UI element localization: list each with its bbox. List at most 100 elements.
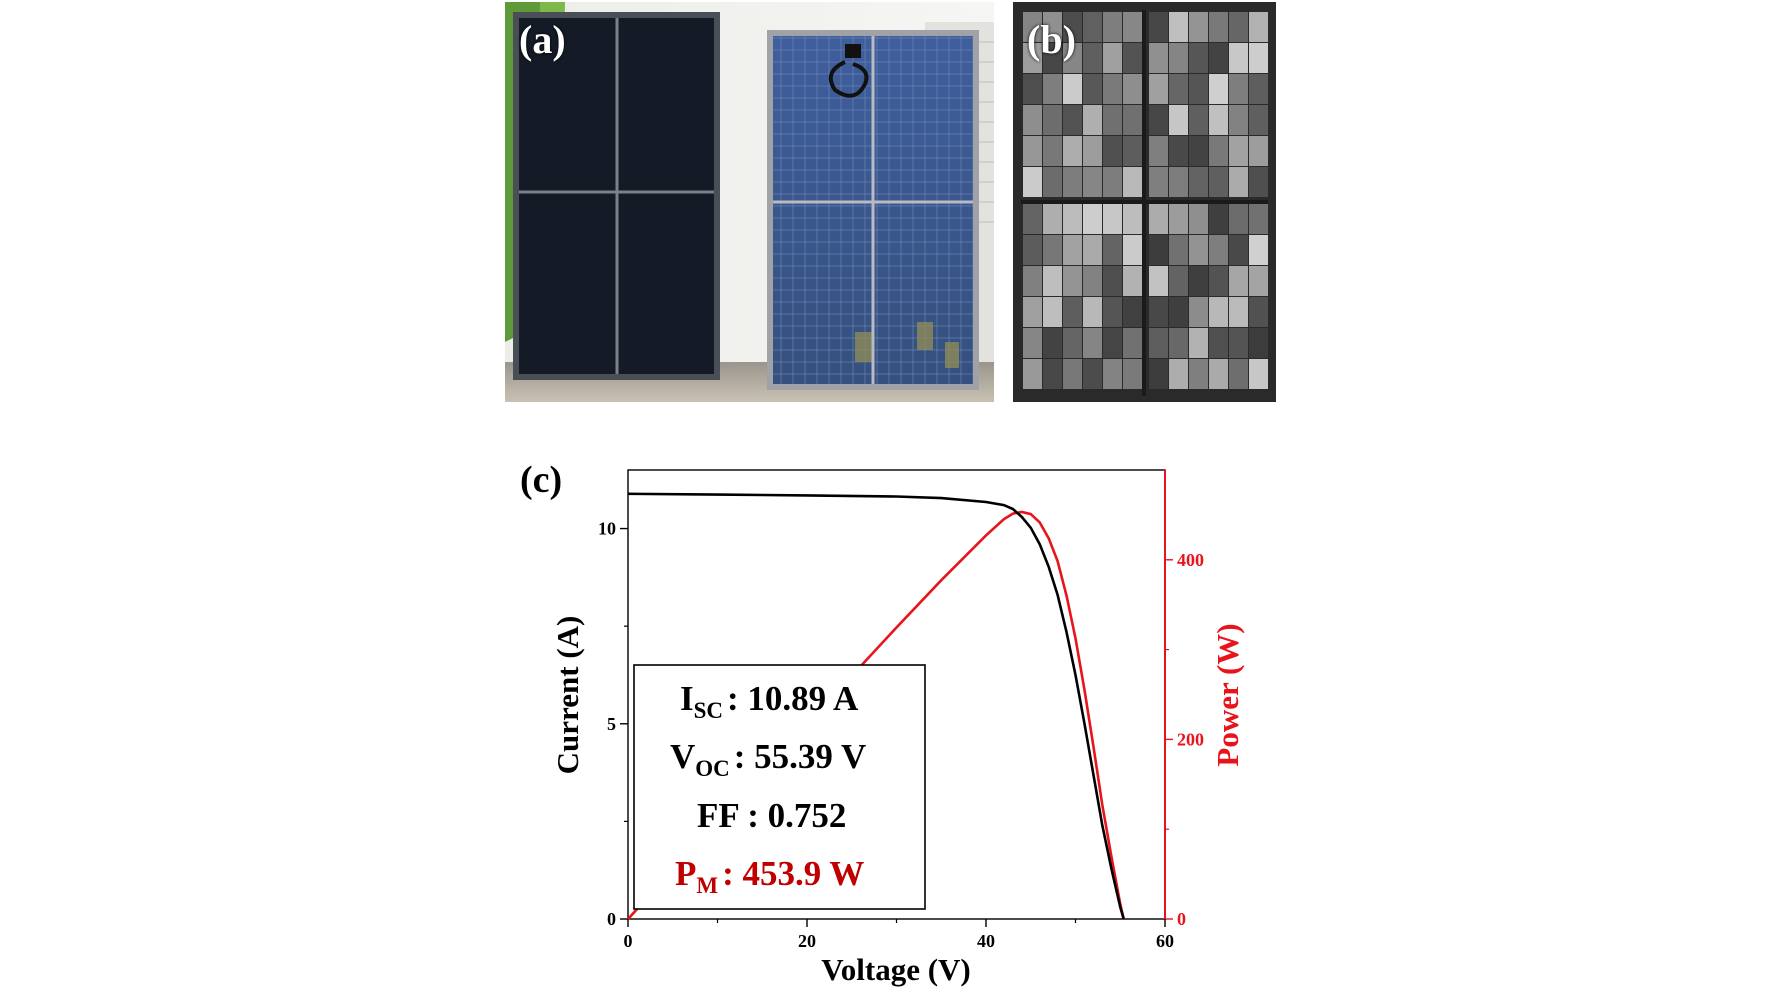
el-cell <box>1083 266 1102 296</box>
el-cell <box>1149 105 1168 135</box>
el-cell <box>1103 167 1122 197</box>
el-cell <box>1209 359 1228 389</box>
el-cell <box>1043 43 1062 73</box>
el-cell <box>1103 136 1122 166</box>
el-cell <box>1103 12 1122 42</box>
voc-label: VOC: 55.39 V <box>670 737 866 781</box>
el-cell <box>1063 266 1082 296</box>
el-cell <box>1209 74 1228 104</box>
el-cell <box>1083 328 1102 358</box>
el-cell <box>1209 328 1228 358</box>
el-cell <box>1063 297 1082 327</box>
y-left-axis-title: Current (A) <box>550 616 585 775</box>
el-cell <box>1169 266 1188 296</box>
el-cell <box>1023 74 1042 104</box>
el-cell <box>1189 235 1208 265</box>
x-tick-label: 40 <box>977 931 995 951</box>
el-cell <box>1149 328 1168 358</box>
el-cell <box>1249 359 1268 389</box>
el-cell <box>1043 204 1062 234</box>
el-cell <box>1023 43 1042 73</box>
el-cell <box>1249 204 1268 234</box>
el-cell <box>1169 12 1188 42</box>
el-cell <box>1123 204 1142 234</box>
el-cell <box>1149 359 1168 389</box>
el-cell <box>1123 235 1142 265</box>
el-cell <box>1043 167 1062 197</box>
el-cell <box>1249 266 1268 296</box>
el-cell <box>1063 43 1082 73</box>
el-cell <box>1189 105 1208 135</box>
el-cell <box>1063 167 1082 197</box>
el-cell <box>1123 266 1142 296</box>
el-cell <box>1083 167 1102 197</box>
el-cell <box>1209 12 1228 42</box>
el-cell <box>1229 297 1248 327</box>
el-cell <box>1189 136 1208 166</box>
x-tick-label: 0 <box>624 931 633 951</box>
el-cell <box>1043 328 1062 358</box>
el-cell <box>1149 297 1168 327</box>
el-cell <box>1209 235 1228 265</box>
el-cell <box>1209 297 1228 327</box>
el-cell <box>1083 204 1102 234</box>
el-cell <box>1229 359 1248 389</box>
el-cell <box>1103 74 1122 104</box>
el-cell <box>1149 74 1168 104</box>
el-cell <box>1023 167 1042 197</box>
el-cell <box>1209 43 1228 73</box>
electroluminescence-image <box>1013 2 1276 402</box>
el-cell <box>1023 297 1042 327</box>
solar-modules-photo <box>505 2 994 402</box>
y-right-axis-title: Power (W) <box>1210 623 1245 766</box>
el-cell <box>1123 167 1142 197</box>
parameter-box <box>633 664 926 910</box>
pm-label: PM: 453.9 W <box>675 854 864 898</box>
el-cell <box>1103 297 1122 327</box>
el-cell <box>1249 105 1268 135</box>
x-axis-title: Voltage (V) <box>821 952 971 987</box>
iv-pv-chart: (c) 0 5 10 0 200 400 0 20 40 60 ISC: 10.89 A VO… <box>520 459 1245 987</box>
el-cell <box>1229 328 1248 358</box>
el-cell <box>1043 136 1062 166</box>
el-cell <box>1103 105 1122 135</box>
ff-label: FF : 0.752 <box>697 796 846 835</box>
el-cell <box>1169 43 1188 73</box>
el-cell <box>1043 235 1062 265</box>
el-cell <box>1083 43 1102 73</box>
el-cell <box>1189 12 1208 42</box>
el-cell <box>1229 266 1248 296</box>
el-cell <box>1249 297 1268 327</box>
el-cell <box>1169 235 1188 265</box>
el-cell <box>1249 328 1268 358</box>
el-cell <box>1229 235 1248 265</box>
panel-label-b: (b) <box>1027 17 1076 62</box>
x-tick-label: 20 <box>798 931 816 951</box>
el-cell <box>1023 328 1042 358</box>
el-cell <box>1189 359 1208 389</box>
el-cell <box>1149 136 1168 166</box>
el-cell <box>1189 43 1208 73</box>
el-cell <box>1229 204 1248 234</box>
el-cell <box>1249 12 1268 42</box>
el-cell <box>1043 359 1062 389</box>
isc-label: ISC: 10.89 A <box>680 679 859 723</box>
el-cell <box>1189 297 1208 327</box>
el-cell <box>1229 12 1248 42</box>
el-cell <box>1123 359 1142 389</box>
el-cell <box>1063 74 1082 104</box>
el-cell <box>1169 204 1188 234</box>
el-cell <box>1063 204 1082 234</box>
el-cell <box>1149 235 1168 265</box>
el-cell <box>1189 74 1208 104</box>
el-cell <box>1169 328 1188 358</box>
el-cell <box>1103 328 1122 358</box>
el-cell <box>1103 43 1122 73</box>
el-cell <box>1169 105 1188 135</box>
panel-label-c: (c) <box>520 459 562 501</box>
x-tick-label: 60 <box>1156 931 1174 951</box>
el-cell <box>1169 136 1188 166</box>
panel-label-a: (a) <box>519 17 566 62</box>
el-cell <box>1023 359 1042 389</box>
y-left-tick-label: 0 <box>607 909 616 929</box>
